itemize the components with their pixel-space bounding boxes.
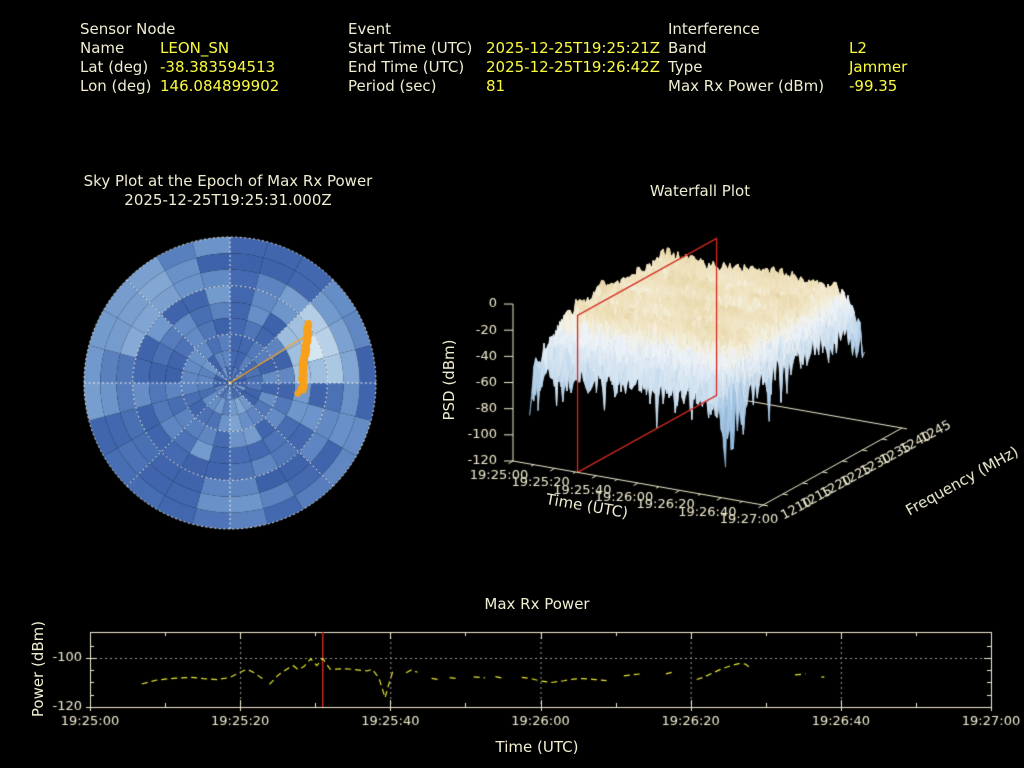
waterfall-canvas: [420, 200, 1024, 540]
sensor-name-label: Name: [80, 39, 125, 57]
waterfall-title: Waterfall Plot: [649, 182, 751, 200]
sensor-lat-label: Lat (deg): [80, 58, 149, 76]
interference-type-value: Jammer: [849, 58, 908, 76]
interference-maxrx-value: -99.35: [849, 77, 898, 95]
power-x-axis-label: Time (UTC): [495, 738, 579, 756]
event-panel: Event Start Time (UTC) 2025-12-25T19:25:2…: [348, 20, 660, 96]
sensor-name-value: LEON_SN: [160, 39, 230, 57]
skyplot-subtitle: 2025-12-25T19:25:31.000Z: [124, 191, 332, 209]
event-end-value: 2025-12-25T19:26:42Z: [486, 58, 660, 76]
power-plot-canvas: [0, 585, 1024, 768]
waterfall-psd-axis-label: PSD (dBm): [440, 339, 458, 421]
event-period-label: Period (sec): [348, 77, 437, 95]
sensor-node-title: Sensor Node: [80, 20, 176, 38]
event-start-label: Start Time (UTC): [348, 39, 473, 57]
event-title: Event: [348, 20, 391, 38]
skyplot-title: Sky Plot at the Epoch of Max Rx Power: [83, 172, 373, 190]
skyplot-canvas: [78, 231, 382, 535]
interference-band-label: Band: [668, 39, 707, 57]
event-period-value: 81: [486, 77, 506, 95]
event-end-label: End Time (UTC): [348, 58, 465, 76]
sensor-node-panel: Sensor Node Name LEON_SN Lat (deg) -38.383…: [80, 20, 279, 96]
sensor-lon-value: 146.084899902: [160, 77, 280, 95]
event-start-value: 2025-12-25T19:25:21Z: [486, 39, 660, 57]
sensor-lon-label: Lon (deg): [80, 77, 152, 95]
interference-title: Interference: [668, 20, 760, 38]
interference-maxrx-label: Max Rx Power (dBm): [668, 77, 825, 95]
interference-type-label: Type: [668, 58, 703, 76]
interference-band-value: L2: [849, 39, 867, 57]
sensor-lat-value: -38.383594513: [160, 58, 276, 76]
interference-panel: Interference Band L2 Type Jammer Max Rx Po…: [668, 20, 907, 96]
